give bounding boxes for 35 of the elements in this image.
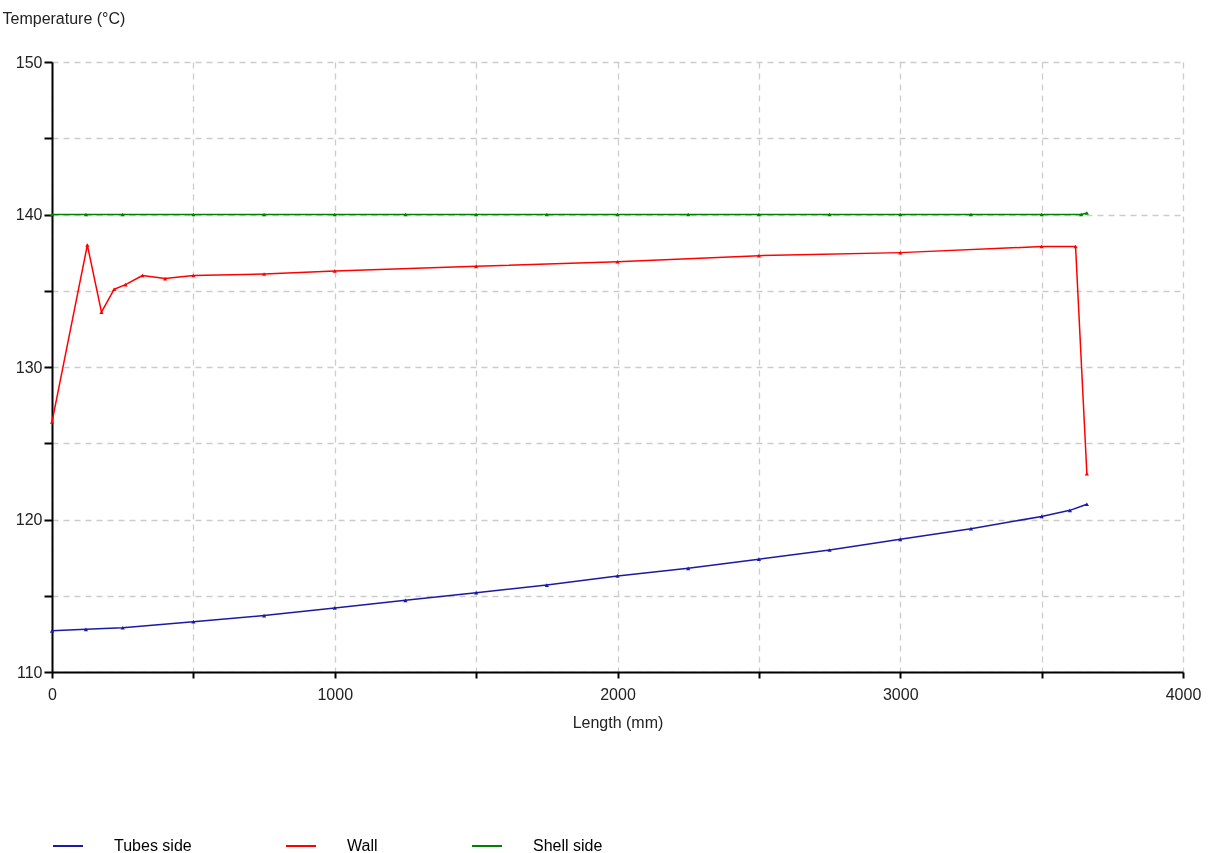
x-tick-label: 0 [48, 685, 58, 703]
point [99, 310, 104, 314]
point [120, 625, 125, 630]
x-tick-label: 3000 [882, 685, 919, 703]
legend-label: Tubes side [114, 837, 192, 853]
point [261, 272, 267, 276]
point [332, 269, 337, 273]
point [1084, 211, 1089, 215]
point [756, 557, 761, 561]
y-tick-label: 140 [15, 206, 43, 223]
legend-label: Wall [347, 837, 378, 853]
legend-label: Shell side [533, 837, 603, 853]
point [474, 590, 479, 595]
y-tick-label: 110 [16, 663, 43, 681]
point [1084, 471, 1089, 476]
y-tick-label: 120 [15, 511, 43, 528]
y-tick-label: 130 [15, 358, 43, 376]
point [615, 574, 620, 578]
x-tick-label: 4000 [1165, 685, 1202, 703]
point [544, 583, 549, 587]
point [83, 627, 89, 632]
line-series [49, 243, 1089, 476]
y-tick-label: 150 [15, 53, 43, 71]
point [332, 606, 337, 610]
x-tick-label: 2000 [600, 685, 636, 703]
point [756, 253, 761, 258]
point [49, 628, 55, 633]
x-tick-label: 1000 [317, 685, 354, 703]
point [615, 259, 620, 264]
point [191, 619, 196, 624]
y-axis-title: Temperature (°C) [2, 9, 126, 27]
point [85, 243, 90, 247]
x-axis-title: Length (mm) [572, 713, 664, 731]
point [49, 420, 55, 424]
point [827, 548, 832, 552]
